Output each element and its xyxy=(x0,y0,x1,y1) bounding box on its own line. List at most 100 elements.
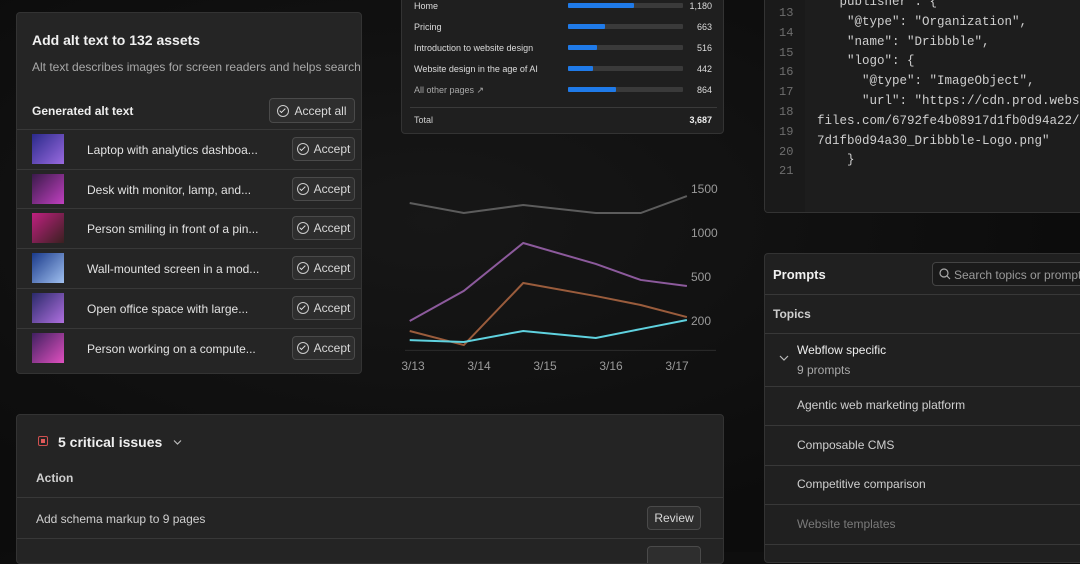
chevron-down[interactable] xyxy=(779,354,789,362)
divider xyxy=(765,464,1080,466)
panel-title: Prompts xyxy=(773,267,826,282)
search-placeholder: Search topics or prompt xyxy=(954,268,1080,282)
series-line xyxy=(409,195,688,215)
line-number: 19 xyxy=(779,124,794,139)
bar xyxy=(568,3,634,8)
series-line xyxy=(409,318,688,343)
y-tick-label: 500 xyxy=(691,270,711,284)
page-views: 864 xyxy=(696,85,712,95)
code-line: "name": "Dribbble", xyxy=(817,34,990,49)
alt-text-panel: Add alt text to 132 assets Alt text desc… xyxy=(16,12,362,374)
thumbnail xyxy=(32,173,64,204)
page-name: Introduction to website design xyxy=(414,43,534,53)
code-line: "logo": { xyxy=(817,54,915,69)
panel-title: Add alt text to 132 assets xyxy=(32,32,201,48)
prompt-item[interactable]: Agentic web marketing platform xyxy=(797,398,966,412)
divider xyxy=(765,543,1080,545)
line-number: 14 xyxy=(779,25,794,40)
issue-text: Add schema markup to 9 pages xyxy=(36,512,206,526)
series-line xyxy=(409,241,688,322)
prompt-item[interactable]: Composable CMS xyxy=(797,437,895,452)
button-label: Accept xyxy=(313,181,351,196)
alt-text: Wall-mounted screen in a mod... xyxy=(87,262,260,277)
accept-button[interactable]: Accept xyxy=(292,295,355,320)
button-outline[interactable] xyxy=(647,546,701,563)
search-box[interactable]: Search topics or prompt xyxy=(932,262,1080,286)
divider xyxy=(17,287,361,289)
button-label: Accept xyxy=(313,142,351,156)
line-number: 18 xyxy=(779,105,794,119)
code-line: } xyxy=(817,153,855,168)
divider xyxy=(765,386,1080,387)
thumbnail xyxy=(32,213,64,244)
x-tick-label: 3/16 xyxy=(599,359,623,373)
divider xyxy=(17,538,723,539)
line-number: 13 xyxy=(779,6,794,20)
page-name: Website design in the age of AI xyxy=(414,64,538,74)
alt-text: Open office space with large... xyxy=(87,301,249,316)
code-line: "@type": "ImageObject", xyxy=(817,74,1035,89)
chevron-down[interactable] xyxy=(173,439,182,446)
divider xyxy=(17,248,361,250)
page-views: 1,180 xyxy=(689,1,712,11)
code-line: "url": "https://cdn.prod.website- xyxy=(862,94,1080,108)
bar xyxy=(568,45,597,50)
divider xyxy=(17,129,361,130)
button-label: Accept xyxy=(313,221,351,236)
divider xyxy=(17,168,361,170)
thumbnail xyxy=(32,253,64,284)
divider xyxy=(765,504,1080,505)
thumbnail xyxy=(32,134,64,164)
prompt-item[interactable]: Competitive comparison xyxy=(797,477,926,491)
alt-text: Laptop with analytics dashboa... xyxy=(87,143,258,157)
line-number: 15 xyxy=(779,45,794,60)
page-views: 516 xyxy=(696,43,712,53)
accept-button[interactable]: Accept xyxy=(292,216,355,241)
divider xyxy=(765,294,1080,295)
accept-all-button[interactable]: Accept all xyxy=(269,98,355,123)
code-line: 7d1fb0d94a30_Dribbble-Logo.png" xyxy=(817,133,1050,148)
review-button[interactable]: Review xyxy=(647,506,701,530)
accept-button[interactable]: Accept xyxy=(292,176,355,201)
x-tick-label: 3/14 xyxy=(467,359,491,373)
line-number: 17 xyxy=(779,85,794,100)
code-line: "@type": "Organization", xyxy=(817,14,1028,29)
total-label: Total xyxy=(414,115,434,125)
divider xyxy=(765,333,1080,334)
bar-track xyxy=(568,87,683,92)
y-tick-label: 1500 xyxy=(691,182,718,196)
x-tick-label: 3/13 xyxy=(401,359,425,373)
page: { "alt_text_panel": { "title": "Add alt … xyxy=(0,0,1080,552)
bar-track xyxy=(568,24,683,29)
page-name: All other pages ↗ xyxy=(414,85,485,95)
button-label: Accept all xyxy=(294,103,347,118)
line-number: 20 xyxy=(779,144,794,159)
prompts-panel: Prompts Search topics or prompt Topics W… xyxy=(764,253,1080,563)
critical-icon xyxy=(38,436,48,446)
accept-button[interactable]: Accept xyxy=(292,137,355,161)
code-panel: 13 14 15 16 17 18 19 20 21 "publisher": { "@type… xyxy=(764,0,1080,213)
thumbnail xyxy=(32,292,64,323)
accept-button[interactable]: Accept xyxy=(292,335,355,360)
divider xyxy=(17,327,361,329)
line-chart: 200 500 1000 1500 3/13 3/14 3/15 3/16 3/17 xyxy=(401,182,718,373)
page-views: 442 xyxy=(696,64,712,74)
alt-text: Desk with monitor, lamp, and... xyxy=(87,182,252,197)
button-label: Accept xyxy=(313,300,351,315)
y-tick-label: 200 xyxy=(691,314,711,328)
group-name[interactable]: Webflow specific xyxy=(797,343,887,357)
gutter xyxy=(765,0,805,212)
bar xyxy=(568,66,593,71)
divider xyxy=(765,425,1080,426)
accept-button[interactable]: Accept xyxy=(292,256,355,281)
divider xyxy=(410,107,717,108)
alt-text: Person working on a compute... xyxy=(87,341,256,356)
divider xyxy=(17,208,361,210)
panel-description: Alt text describes images for screen rea… xyxy=(32,60,362,74)
prompt-item[interactable]: Website templates xyxy=(797,516,896,531)
y-tick-label: 1000 xyxy=(691,226,718,240)
bar-track xyxy=(568,66,683,71)
search-icon xyxy=(939,268,951,280)
page-views-panel: Home 1,180 Pricing 663 Introduction to websi… xyxy=(401,0,724,134)
issues-title[interactable]: 5 critical issues xyxy=(58,434,163,450)
